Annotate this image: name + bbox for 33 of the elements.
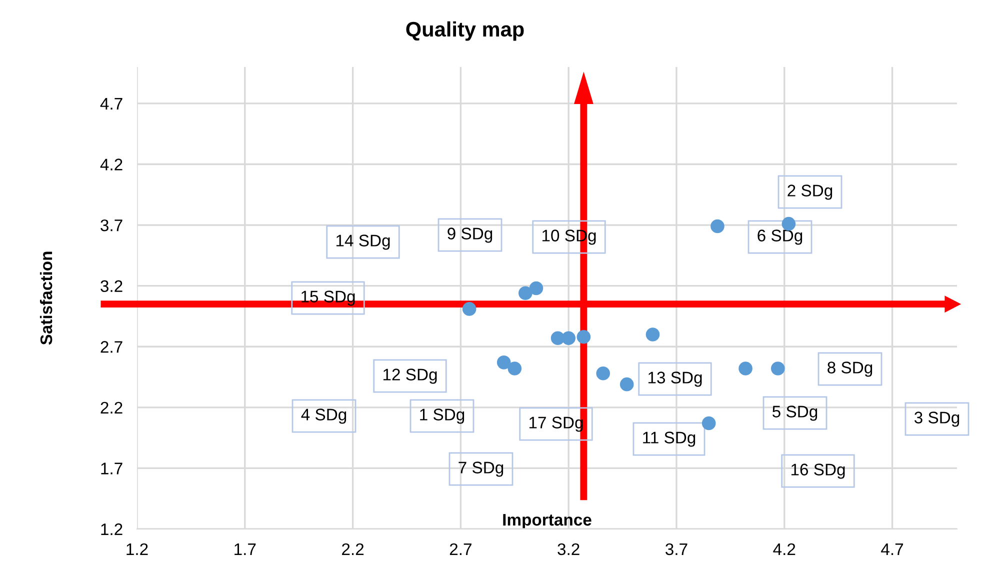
annotation: 4 SDg [301,408,346,424]
annotation: 2 SDg [788,184,832,200]
annotation: 7 SDg [458,462,504,477]
annotation: 9 SDg [448,228,492,243]
annotation: 14 SDg [336,234,390,250]
annotation: 16 SDg [791,464,845,479]
x-tick-label: 2.2 [342,543,364,555]
x-tick-label: 3.7 [666,543,688,556]
x-tick-label: 4.7 [881,544,904,555]
x-tick-label: 1.2 [126,543,148,555]
chart-title: Quality map [406,21,524,41]
annotation: 12 SDg [383,368,437,384]
y-tick-label: 1.2 [101,523,122,536]
x-axis-title: Importance [503,514,592,529]
annotation: 3 SDg [914,412,960,427]
x-tick-label: 1.7 [234,544,256,555]
y-tick-label: 3.2 [100,280,122,292]
annotation: 1 SDg [420,408,464,424]
x-tick-label: 3.2 [558,543,580,556]
y-axis-title: Satisfaction [40,252,52,345]
y-tick-label: 1.7 [101,462,122,474]
x-tick-label: 4.2 [773,543,796,555]
annotation: 11 SDg [643,432,696,447]
y-tick-label: 4.2 [100,158,122,170]
x-tick-label: 2.7 [450,543,472,555]
annotation: 13 SDg [648,372,702,387]
y-tick-label: 3.7 [100,219,122,232]
annotation: 8 SDg [828,362,872,377]
annotation: 6 SDg [758,230,802,245]
y-tick-label: 4.7 [100,98,122,110]
annotation: 5 SDg [772,406,818,421]
y-tick-label: 2.2 [100,402,122,414]
y-tick-label: 2.7 [100,341,122,353]
